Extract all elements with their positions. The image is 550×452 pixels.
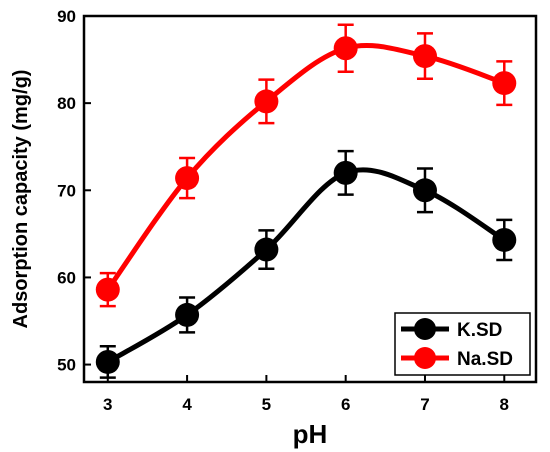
x-tick-label: 7 <box>420 395 429 414</box>
y-axis-ticks: 50 60 70 80 90 <box>57 7 91 375</box>
x-tick-label: 8 <box>500 395 509 414</box>
y-tick-label: 90 <box>57 7 76 26</box>
series-line-1 <box>105 43 507 293</box>
data-point-1-2 <box>254 89 279 114</box>
y-tick-label: 80 <box>57 94 76 113</box>
legend-marker <box>414 318 436 340</box>
legend-label: Na.SD <box>457 349 513 370</box>
data-point-1-1 <box>175 166 200 191</box>
error-bars <box>99 23 513 379</box>
legend-label: K.SD <box>457 320 502 341</box>
data-point-0-3 <box>333 160 358 185</box>
x-tick-label: 5 <box>262 395 271 414</box>
y-tick-label: 70 <box>57 181 76 200</box>
series-markers <box>95 36 517 374</box>
data-point-0-2 <box>254 237 279 262</box>
x-axis-ticks: 3 4 5 6 7 8 <box>103 375 509 414</box>
legend-entry-1: Na.SD <box>401 347 513 370</box>
data-point-1-4 <box>412 44 437 69</box>
data-point-1-5 <box>492 71 517 96</box>
y-tick-label: 60 <box>57 268 76 287</box>
x-tick-label: 6 <box>341 395 350 414</box>
data-point-0-5 <box>492 227 517 252</box>
legend-marker <box>414 347 436 369</box>
legend-entry-0: K.SD <box>401 318 502 341</box>
x-axis-title: pH <box>293 419 328 449</box>
data-point-1-3 <box>333 36 358 61</box>
y-tick-label: 50 <box>57 356 76 375</box>
data-point-0-0 <box>95 349 120 374</box>
data-point-0-4 <box>412 178 437 203</box>
plot-frame <box>82 14 538 384</box>
y-axis-title: Adsorption capacity (mg/g) <box>10 70 32 329</box>
x-tick-label: 3 <box>103 395 112 414</box>
x-tick-label: 4 <box>182 395 192 414</box>
data-point-0-1 <box>175 302 200 327</box>
legend: K.SD Na.SD <box>394 312 531 376</box>
data-point-1-0 <box>95 277 120 302</box>
